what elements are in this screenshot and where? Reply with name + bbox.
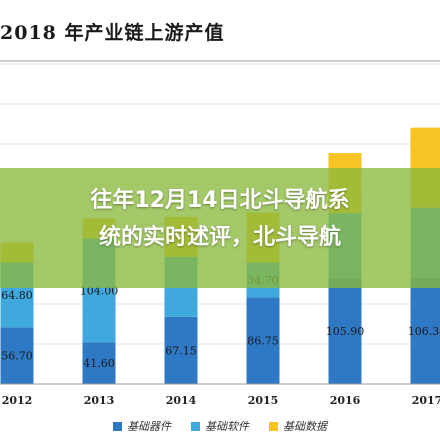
bar-segment: [410, 277, 440, 384]
legend-label: 基础软件: [205, 420, 249, 433]
legend-label: 基础器件: [127, 420, 171, 433]
legend-item: 基础数据: [269, 416, 327, 436]
title-divider: [0, 60, 440, 62]
legend-swatch: [191, 421, 200, 431]
data-label: 56.70: [1, 350, 33, 363]
data-label: 86.75: [247, 335, 279, 348]
bar-segment: [0, 327, 34, 384]
data-label: 64.80: [1, 289, 33, 302]
legend-swatch: [269, 421, 278, 431]
x-tick-label: 2016: [330, 394, 361, 407]
chart-legend: 基础器件 基础软件 基础数据: [0, 416, 440, 436]
headline-line-2: 统的实时述评，北斗导航: [98, 225, 341, 250]
data-label: 67.15: [165, 344, 197, 357]
data-label: 41.60: [83, 357, 115, 370]
legend-item: 基础软件: [191, 416, 249, 436]
bar-segment: [82, 342, 116, 384]
data-label: 106.34: [408, 325, 440, 338]
headline-line-1: 往年12月14日北斗导航系: [90, 188, 350, 213]
bar-segment: [164, 316, 198, 384]
x-tick-label: 2014: [166, 394, 197, 407]
headline-text: 往年12月14日北斗导航系 统的实时述评，北斗导航: [20, 182, 420, 256]
chart-title: 2018 年产业链上游产值: [0, 22, 225, 44]
headline-banner: [0, 168, 440, 288]
bar-segment: [246, 297, 280, 384]
legend-item: 基础器件: [113, 416, 171, 436]
legend-label: 基础数据: [283, 420, 327, 433]
x-tick-label: 2017: [412, 394, 440, 407]
data-label: 105.90: [326, 325, 365, 338]
x-tick-label: 2013: [84, 394, 115, 407]
x-tick-label: 2012: [2, 394, 33, 407]
bar-segment: [328, 278, 362, 384]
x-tick-label: 2015: [248, 394, 279, 407]
legend-swatch: [113, 421, 122, 431]
